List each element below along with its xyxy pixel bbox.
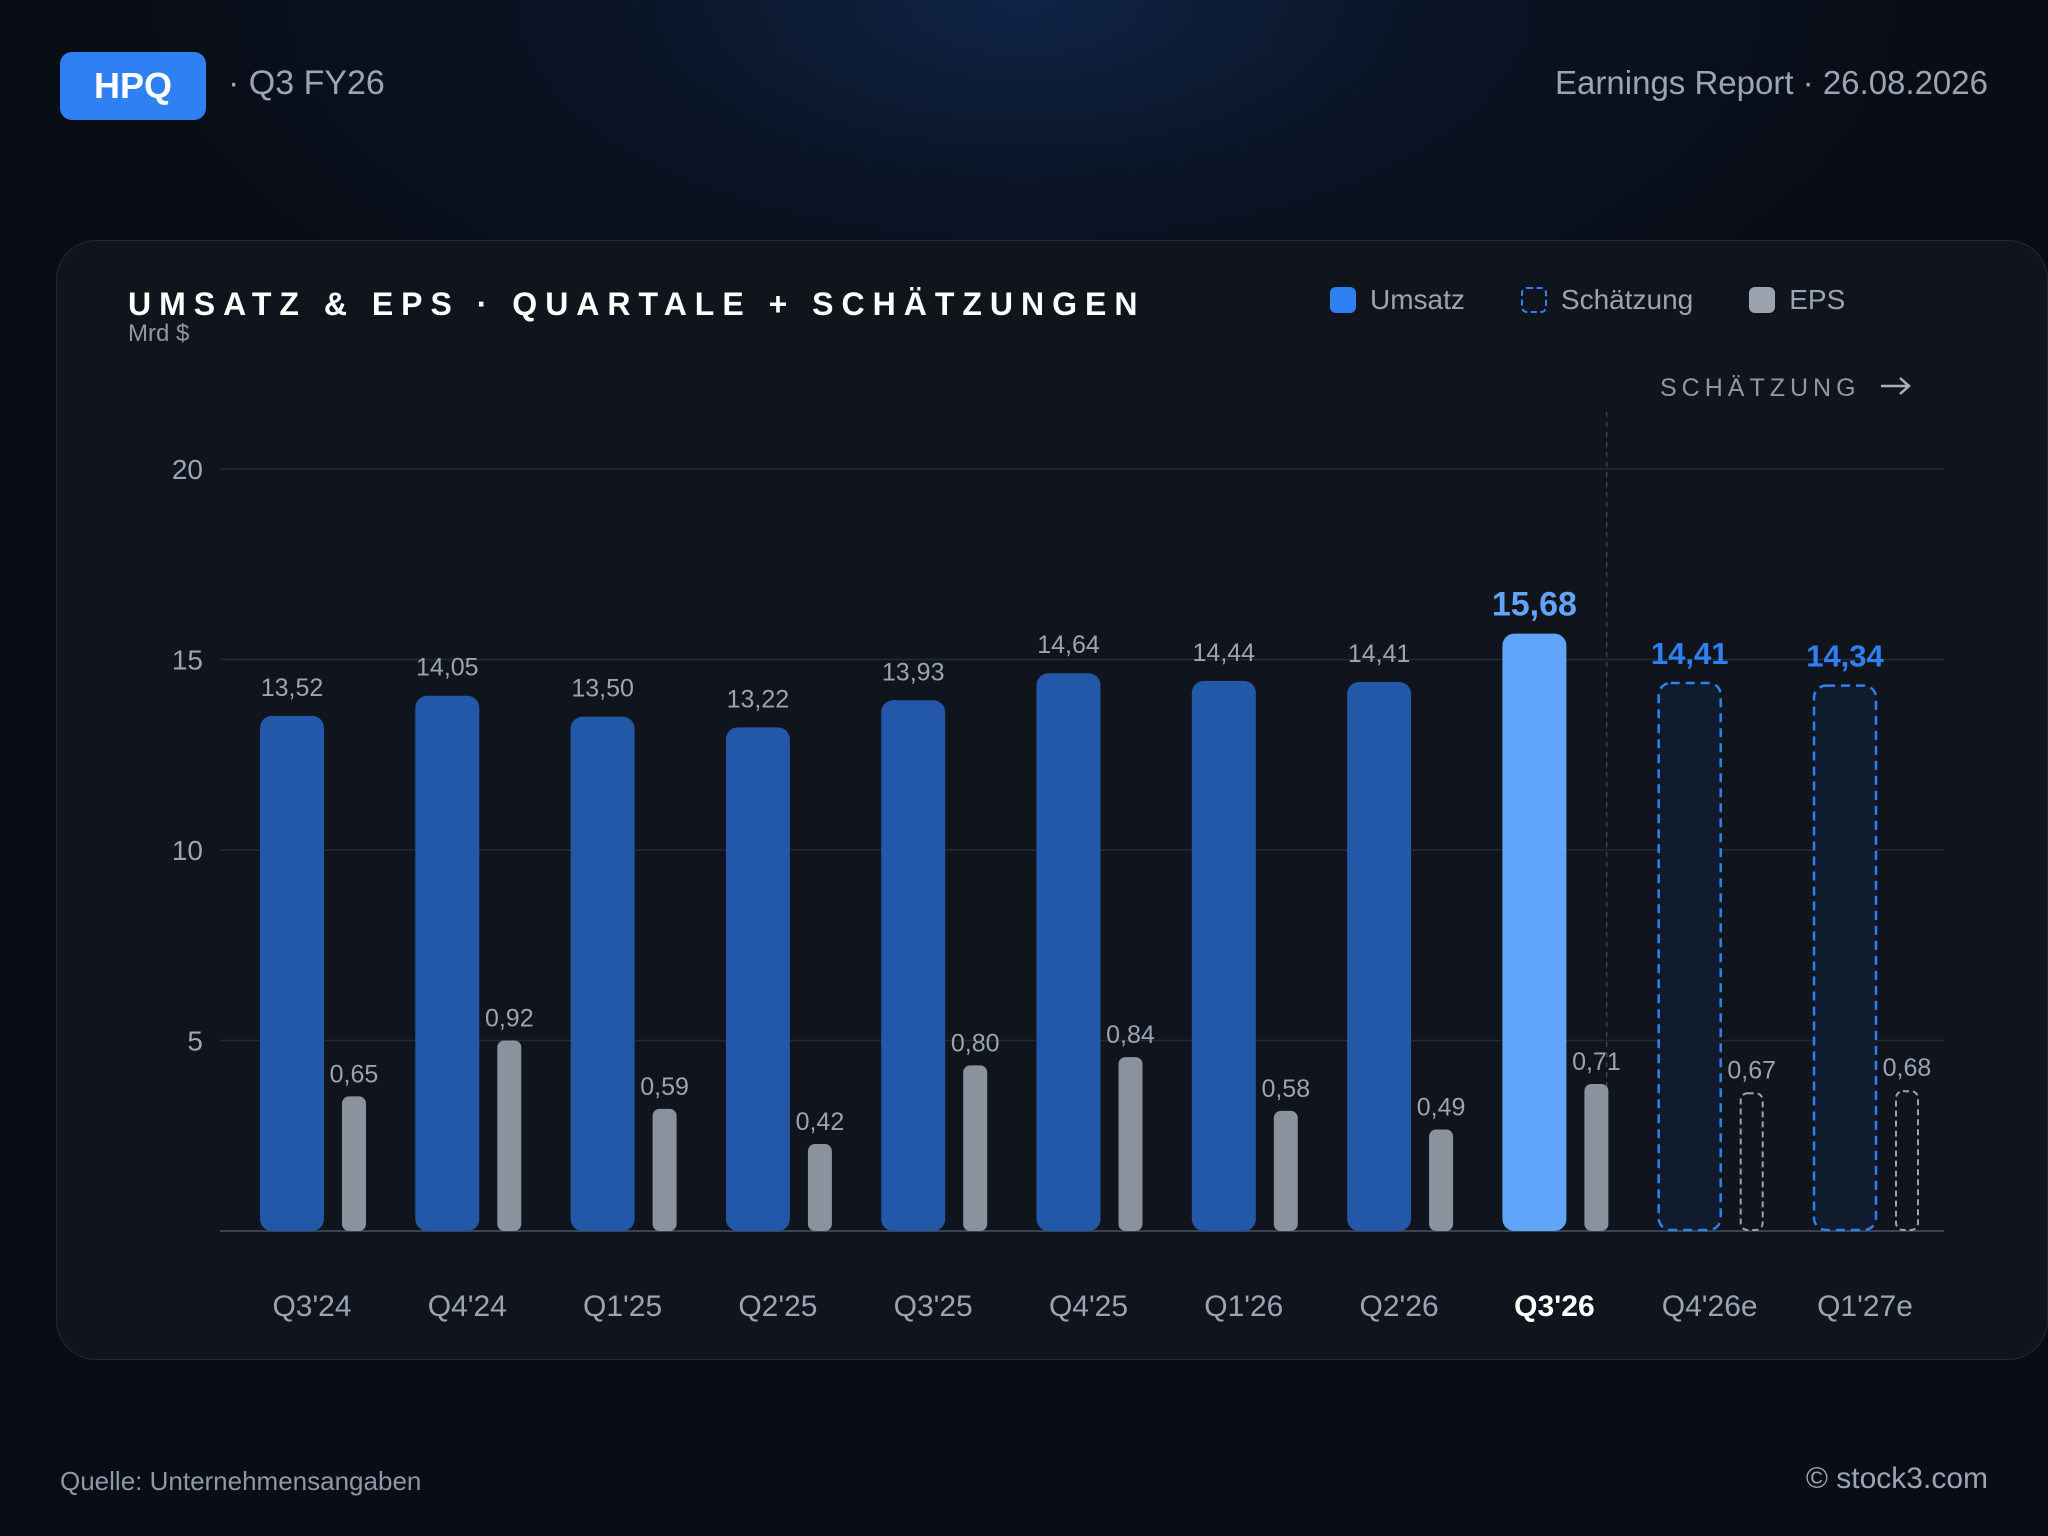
- revenue-bar: [570, 716, 635, 1231]
- eps-bar-estimate: [1739, 1092, 1764, 1232]
- x-tick-label: Q1'26: [1204, 1290, 1283, 1323]
- report-date: Earnings Report · 26.08.2026: [1555, 64, 1988, 101]
- revenue-bar: [1347, 681, 1412, 1231]
- legend-swatch-estimate: [1520, 287, 1547, 313]
- eps-value-label: 0,92: [485, 1005, 534, 1033]
- eps-bar: [963, 1065, 988, 1231]
- copyright: © stock3.com: [1805, 1462, 1988, 1495]
- revenue-value-label: 14,34: [1806, 639, 1884, 674]
- eps-value-label: 0,59: [640, 1073, 689, 1101]
- x-tick-label: Q2'25: [738, 1290, 817, 1323]
- revenue-bar: [260, 715, 324, 1231]
- revenue-value-label: 13,52: [261, 674, 324, 702]
- x-tick-label: Q1'27e: [1817, 1290, 1913, 1323]
- eps-bar: [1429, 1129, 1454, 1231]
- x-tick-label: Q1'25: [583, 1290, 662, 1323]
- y-tick-label: 15: [172, 645, 203, 676]
- revenue-value-label: 14,64: [1037, 631, 1100, 659]
- revenue-bar-estimate: [1657, 681, 1722, 1232]
- x-tick-label: Q3'25: [894, 1290, 973, 1323]
- eps-bar: [807, 1144, 832, 1231]
- revenue-value-label: 13,50: [571, 675, 634, 703]
- revenue-bar-estimate: [1812, 684, 1878, 1232]
- x-tick-label: Q2'26: [1360, 1290, 1439, 1323]
- revenue-bar: [1191, 680, 1256, 1231]
- eps-value-label: 0,65: [330, 1060, 379, 1088]
- x-tick-label: Q3'26: [1514, 1290, 1595, 1323]
- y-tick-label: 10: [172, 835, 203, 866]
- revenue-bar: [415, 695, 480, 1231]
- legend-label-estimate: Schätzung: [1560, 284, 1694, 315]
- eps-value-label: 0,68: [1883, 1054, 1932, 1082]
- revenue-bar: [725, 727, 790, 1231]
- revenue-value-label: 13,22: [727, 685, 790, 713]
- x-tick-label: Q4'24: [428, 1290, 507, 1323]
- eps-value-label: 0,67: [1727, 1056, 1776, 1084]
- revenue-value-label: 14,41: [1651, 636, 1729, 671]
- x-tick-label: Q3'24: [272, 1290, 351, 1323]
- revenue-bar: [1036, 673, 1101, 1231]
- legend-swatch-revenue: [1330, 287, 1356, 313]
- eps-value-label: 0,49: [1417, 1094, 1466, 1122]
- legend-item-eps: EPS: [1749, 284, 1845, 316]
- estimate-marker-label: SCHÄTZUNG: [1660, 374, 1861, 402]
- eps-value-label: 0,58: [1261, 1075, 1310, 1103]
- legend: Umsatz Schätzung EPS: [1330, 284, 1845, 316]
- eps-bar: [1273, 1110, 1298, 1231]
- eps-bar: [342, 1096, 366, 1231]
- legend-item-estimate: Schätzung: [1520, 284, 1694, 316]
- eps-bar: [652, 1108, 677, 1231]
- y-axis-unit: Mrd $: [128, 320, 190, 347]
- revenue-bar: [881, 700, 946, 1231]
- eps-value-label: 0,84: [1106, 1021, 1155, 1049]
- eps-bar-estimate: [1895, 1090, 1919, 1232]
- eps-bar: [1118, 1057, 1143, 1231]
- x-tick-label: Q4'26e: [1662, 1290, 1758, 1323]
- eps-bar: [497, 1040, 522, 1231]
- revenue-value-label: 15,68: [1492, 586, 1577, 624]
- chart-title: UMSATZ & EPS · QUARTALE + SCHÄTZUNGEN: [128, 286, 1146, 322]
- eps-value-label: 0,80: [951, 1029, 1000, 1057]
- y-tick-label: 5: [187, 1026, 203, 1057]
- quarter-label: · Q3 FY26: [228, 64, 385, 102]
- eps-value-label: 0,71: [1572, 1048, 1621, 1076]
- arrow-right-icon: [1879, 374, 1913, 403]
- revenue-value-label: 14,44: [1193, 639, 1256, 667]
- revenue-value-label: 13,93: [882, 658, 945, 686]
- source-note: Quelle: Unternehmensangaben: [60, 1466, 422, 1496]
- revenue-value-label: 14,05: [416, 654, 479, 682]
- legend-swatch-eps: [1749, 287, 1776, 313]
- legend-label-revenue: Umsatz: [1370, 284, 1465, 315]
- x-tick-label: Q4'25: [1049, 1290, 1128, 1323]
- revenue-value-label: 14,41: [1348, 640, 1411, 668]
- eps-value-label: 0,42: [796, 1108, 845, 1136]
- legend-label-eps: EPS: [1789, 284, 1846, 315]
- estimate-marker: SCHÄTZUNG: [1660, 374, 1913, 403]
- revenue-bar-current: [1502, 633, 1567, 1231]
- ticker-badge: HPQ: [60, 52, 206, 120]
- y-tick-label: 20: [172, 454, 203, 485]
- eps-bar: [1584, 1083, 1609, 1231]
- legend-item-revenue: Umsatz: [1330, 284, 1465, 316]
